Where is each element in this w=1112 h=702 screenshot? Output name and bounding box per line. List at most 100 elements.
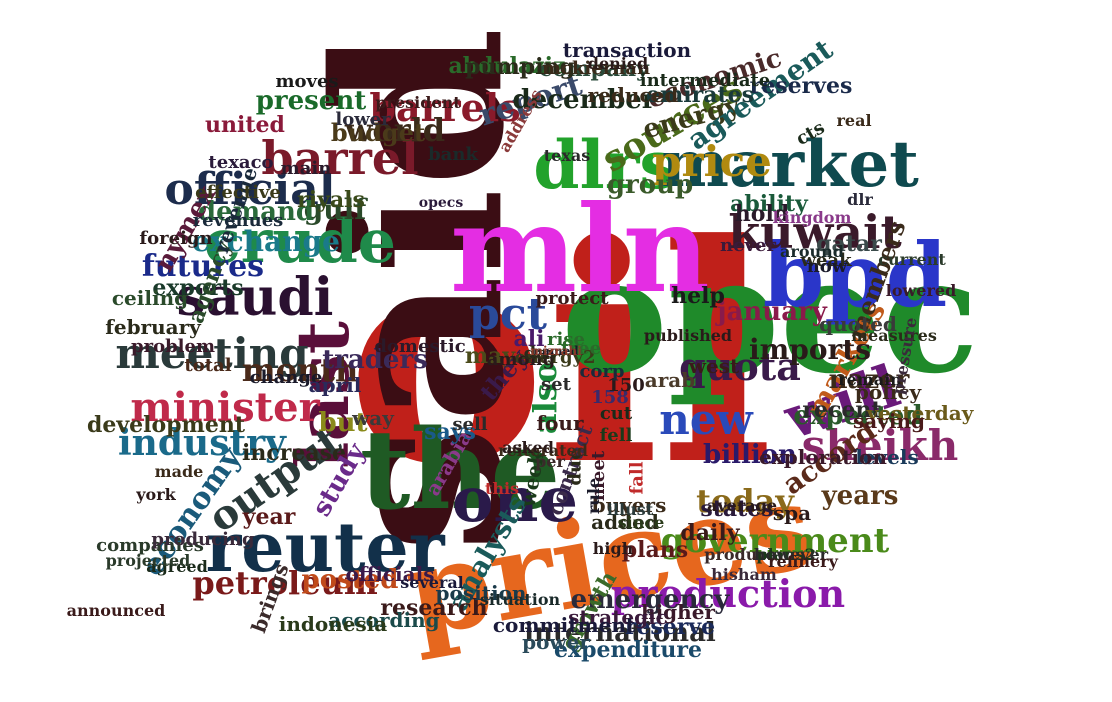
cloud-word: exchange: [192, 225, 340, 258]
cloud-word: refinery: [768, 552, 838, 571]
cloud-word: bank: [428, 144, 478, 165]
cloud-word: among: [486, 349, 556, 370]
cloud-word: sheikh: [801, 421, 959, 470]
cloud-word: plans: [621, 537, 689, 563]
cloud-word: 150: [607, 375, 645, 396]
cloud-word: reuter: [205, 508, 445, 588]
cloud-word: arab: [644, 368, 696, 392]
cloud-word: free: [560, 338, 602, 359]
cloud-word: traders: [322, 345, 428, 375]
cloud-word: world: [344, 111, 446, 149]
cloud-word: intermediate: [639, 70, 771, 91]
cloud-word: energy2: [514, 347, 596, 368]
cloud-word: posted: [301, 565, 399, 595]
cloud-word: crude: [204, 207, 396, 277]
cloud-word: moves: [275, 71, 339, 92]
cloud-word: officials: [345, 562, 435, 586]
cloud-word: west: [688, 354, 740, 378]
cloud-word: present: [255, 86, 367, 116]
cloud-word: price: [652, 137, 772, 186]
cloud-word: fell: [599, 425, 633, 446]
cloud-word: meeting: [115, 329, 309, 378]
cloud-word: set: [541, 374, 571, 395]
cloud-word: year: [242, 504, 296, 530]
cloud-word: group: [606, 170, 694, 200]
cloud-word: effective: [195, 182, 281, 203]
cloud-word: pct: [469, 289, 547, 340]
cloud-word: plans2: [756, 545, 816, 564]
cloud-word: president: [375, 93, 461, 112]
cloud-word: this: [484, 479, 520, 498]
cloud-word: problem: [131, 336, 215, 357]
cloud-word: international: [524, 618, 716, 648]
cloud-word: companies: [96, 535, 204, 556]
cloud-word: protect: [535, 288, 609, 309]
cloud-word: york: [136, 485, 176, 504]
cloud-word: higher: [641, 600, 715, 624]
cloud-word: producing: [151, 529, 255, 550]
cloud-word: however: [753, 545, 829, 564]
cloud-word: petroleum: [192, 564, 378, 602]
cloud-word: position: [435, 581, 527, 605]
cloud-word: four: [536, 411, 584, 435]
cloud-word: kuwait: [728, 205, 902, 259]
cloud-word: made: [154, 462, 204, 481]
cloud-word: several: [400, 573, 464, 592]
cloud-word: commitment: [492, 613, 636, 637]
cloud-word: fall: [627, 461, 648, 495]
cloud-word: lower: [335, 109, 391, 130]
cloud-word: denied: [587, 54, 649, 73]
cloud-word: but: [318, 408, 368, 438]
cloud-word: mizrahi: [530, 344, 582, 358]
cloud-word: domestic: [374, 336, 466, 357]
cloud-word: reserve: [624, 614, 716, 640]
cloud-word: january: [717, 297, 827, 327]
cloud-word: states: [700, 496, 774, 522]
cloud-word: corp: [579, 361, 625, 382]
cloud-word: united: [205, 112, 285, 138]
cloud-word: according: [328, 608, 440, 632]
cloud-word: company: [539, 56, 649, 82]
cloud-word: main: [280, 158, 332, 179]
cloud-word: quoted: [819, 312, 897, 336]
cloud-word: per: [535, 452, 565, 471]
cloud-word: december: [512, 85, 656, 115]
cloud-word: daily: [680, 520, 740, 546]
cloud-word: policy: [854, 380, 922, 404]
cloud-word: producer: [704, 545, 786, 564]
cloud-word: riyals: [297, 187, 365, 213]
cloud-word: projected: [105, 551, 191, 570]
cloud-word: 158: [591, 387, 629, 408]
cloud-word: hold: [734, 201, 790, 227]
cloud-word: gulf: [303, 193, 367, 226]
cloud-word: billion: [703, 440, 797, 470]
cloud-word: agreed: [146, 557, 208, 576]
cloud-word: lowered: [885, 281, 957, 300]
cloud-word: current: [878, 250, 946, 269]
cloud-word: qatar: [816, 231, 882, 257]
cloud-word: one: [452, 463, 578, 536]
cloud-word: reserves: [749, 73, 853, 99]
cloud-word: emergency: [570, 585, 730, 615]
cloud-word: buyers: [591, 493, 667, 517]
cloud-word: budget: [330, 118, 426, 147]
cloud-word: indonesia: [278, 612, 388, 636]
cloud-word: day: [523, 343, 559, 364]
cloud-word: official: [164, 164, 336, 215]
cloud-word: situation: [479, 590, 561, 609]
cloud-word: strategic: [568, 605, 668, 629]
cloud-word: kingdom: [772, 208, 852, 227]
cloud-word: february: [105, 315, 201, 339]
cloud-word: hisham: [711, 565, 777, 584]
cloud-word: named: [533, 344, 579, 358]
cloud-word: transaction: [562, 38, 692, 62]
cloud-word: emirates: [645, 82, 755, 108]
cloud-word: revenues: [192, 210, 284, 231]
cloud-word: imports: [749, 333, 871, 366]
cloud-word: average: [706, 496, 777, 515]
cloud-word: announced: [66, 601, 166, 620]
cloud-word: opec: [561, 221, 979, 409]
cloud-word: ceiling: [111, 286, 189, 310]
cloud-word: rise: [547, 329, 585, 350]
cloud-word: pumping: [465, 54, 575, 80]
